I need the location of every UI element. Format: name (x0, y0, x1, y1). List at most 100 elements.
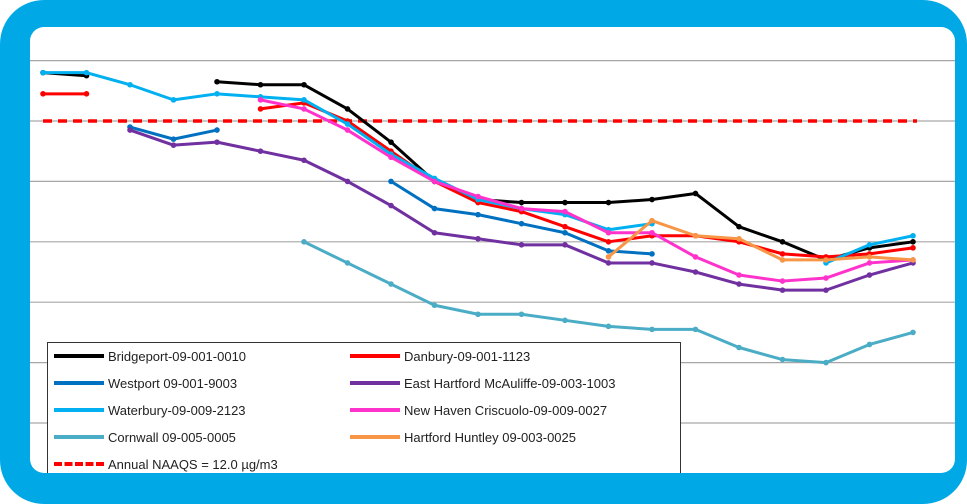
data-point-westport-09-001-9003 (388, 178, 394, 185)
data-point-danbury-09-001-1123 (562, 223, 568, 230)
data-point-east-hartford-mcauliffe-09-003-1003 (823, 287, 829, 293)
data-point-cornwall-09-005-0005 (518, 311, 525, 318)
data-point-east-hartford-mcauliffe-09-003-1003 (649, 260, 655, 266)
legend-label: Annual NAAQS = 12.0 µg/m3 (108, 456, 278, 472)
data-point-new-haven-criscuolo-09-009-0027 (692, 254, 699, 260)
series-line-new-haven-criscuolo-09-009-0027 (260, 98, 914, 283)
data-point-waterbury-09-009-2123 (170, 97, 177, 103)
data-point-cornwall-09-005-0005 (431, 302, 438, 309)
data-point-cornwall-09-005-0005 (866, 341, 873, 348)
legend-swatch (350, 354, 400, 358)
data-point-east-hartford-mcauliffe-09-003-1003 (475, 235, 481, 242)
data-point-new-haven-criscuolo-09-009-0027 (605, 229, 612, 236)
data-point-new-haven-criscuolo-09-009-0027 (823, 275, 829, 281)
data-point-waterbury-09-009-2123 (127, 81, 133, 88)
data-point-east-hartford-mcauliffe-09-003-1003 (214, 139, 220, 145)
data-point-westport-09-001-9003 (518, 220, 525, 227)
data-point-bridgeport-09-001-0010 (649, 196, 655, 203)
data-point-waterbury-09-009-2123 (214, 91, 220, 97)
data-point-cornwall-09-005-0005 (692, 326, 699, 333)
data-point-danbury-09-001-1123 (779, 251, 786, 257)
legend-label: East Hartford McAuliffe-09-003-1003 (404, 375, 616, 391)
data-point-cornwall-09-005-0005 (823, 359, 829, 366)
legend-swatch (54, 354, 104, 358)
series-line-waterbury-09-009-2123 (43, 71, 653, 232)
data-point-bridgeport-09-001-0010 (214, 78, 220, 85)
data-point-cornwall-09-005-0005 (344, 260, 351, 266)
data-point-waterbury-09-009-2123 (83, 69, 90, 76)
data-point-cornwall-09-005-0005 (475, 311, 481, 318)
legend-item: Cornwall 09-005-0005 (54, 428, 236, 446)
series-line-danbury-09-001-1123 (260, 101, 914, 259)
data-point-new-haven-criscuolo-09-009-0027 (649, 229, 655, 236)
data-point-waterbury-09-009-2123 (301, 97, 307, 103)
data-point-westport-09-001-9003 (170, 136, 177, 142)
data-point-east-hartford-mcauliffe-09-003-1003 (388, 202, 394, 209)
data-point-danbury-09-001-1123 (605, 239, 612, 245)
data-point-new-haven-criscuolo-09-009-0027 (431, 178, 438, 185)
data-point-waterbury-09-009-2123 (866, 242, 873, 248)
data-point-new-haven-criscuolo-09-009-0027 (257, 97, 264, 103)
data-point-waterbury-09-009-2123 (910, 232, 916, 239)
data-point-east-hartford-mcauliffe-09-003-1003 (170, 142, 177, 148)
data-point-east-hartford-mcauliffe-09-003-1003 (779, 287, 786, 293)
legend: Bridgeport-09-001-0010 Danbury-09-001-112… (47, 342, 681, 473)
data-point-new-haven-criscuolo-09-009-0027 (301, 106, 307, 112)
data-point-westport-09-001-9003 (562, 229, 568, 236)
chart-area: Bridgeport-09-001-0010 Danbury-09-001-112… (30, 27, 955, 473)
data-point-hartford-huntley-09-003-0025 (736, 235, 742, 242)
legend-swatch (54, 462, 104, 466)
legend-item: Waterbury-09-009-2123 (54, 401, 246, 419)
data-point-new-haven-criscuolo-09-009-0027 (388, 154, 394, 161)
legend-item: New Haven Criscuolo-09-009-0027 (350, 401, 607, 419)
data-point-danbury-09-001-1123 (40, 91, 46, 97)
data-point-hartford-huntley-09-003-0025 (910, 257, 916, 263)
legend-swatch (54, 435, 104, 439)
data-point-new-haven-criscuolo-09-009-0027 (779, 278, 786, 284)
legend-label: Westport 09-001-9003 (108, 375, 238, 391)
data-point-hartford-huntley-09-003-0025 (779, 257, 786, 263)
data-point-westport-09-001-9003 (605, 248, 612, 254)
legend-label: Cornwall 09-005-0005 (108, 429, 236, 445)
data-point-new-haven-criscuolo-09-009-0027 (562, 208, 568, 215)
data-point-cornwall-09-005-0005 (388, 281, 394, 287)
data-point-new-haven-criscuolo-09-009-0027 (475, 193, 481, 200)
data-point-east-hartford-mcauliffe-09-003-1003 (692, 269, 699, 275)
data-point-westport-09-001-9003 (475, 211, 481, 218)
data-point-hartford-huntley-09-003-0025 (605, 254, 612, 260)
line-chart (30, 59, 955, 424)
legend-item: Hartford Huntley 09-003-0025 (350, 428, 576, 446)
data-point-east-hartford-mcauliffe-09-003-1003 (257, 148, 264, 154)
data-point-east-hartford-mcauliffe-09-003-1003 (431, 229, 438, 236)
data-point-westport-09-001-9003 (214, 127, 220, 133)
data-point-new-haven-criscuolo-09-009-0027 (866, 260, 873, 266)
data-point-waterbury-09-009-2123 (40, 69, 46, 76)
legend-item: Bridgeport-09-001-0010 (54, 347, 246, 365)
data-point-cornwall-09-005-0005 (605, 323, 612, 330)
legend-swatch (54, 381, 104, 385)
data-point-danbury-09-001-1123 (83, 91, 90, 97)
legend-swatch (54, 408, 104, 412)
legend-label: New Haven Criscuolo-09-009-0027 (404, 402, 608, 418)
data-point-east-hartford-mcauliffe-09-003-1003 (127, 127, 133, 133)
data-point-bridgeport-09-001-0010 (257, 81, 264, 88)
data-point-bridgeport-09-001-0010 (344, 106, 351, 112)
data-point-waterbury-09-009-2123 (344, 121, 351, 127)
data-point-hartford-huntley-09-003-0025 (692, 232, 699, 239)
data-point-cornwall-09-005-0005 (301, 239, 307, 245)
data-point-cornwall-09-005-0005 (736, 344, 742, 351)
data-point-east-hartford-mcauliffe-09-003-1003 (344, 178, 351, 185)
data-point-hartford-huntley-09-003-0025 (823, 257, 829, 263)
data-point-east-hartford-mcauliffe-09-003-1003 (736, 281, 742, 287)
data-point-westport-09-001-9003 (431, 205, 438, 212)
data-point-cornwall-09-005-0005 (562, 317, 568, 324)
data-point-bridgeport-09-001-0010 (388, 139, 394, 145)
data-point-bridgeport-09-001-0010 (605, 199, 612, 206)
data-point-east-hartford-mcauliffe-09-003-1003 (605, 260, 612, 266)
data-point-cornwall-09-005-0005 (779, 356, 786, 363)
data-point-bridgeport-09-001-0010 (779, 239, 786, 245)
data-point-bridgeport-09-001-0010 (910, 239, 916, 245)
data-point-danbury-09-001-1123 (910, 245, 916, 251)
data-point-danbury-09-001-1123 (257, 106, 264, 112)
data-point-new-haven-criscuolo-09-009-0027 (518, 205, 525, 212)
